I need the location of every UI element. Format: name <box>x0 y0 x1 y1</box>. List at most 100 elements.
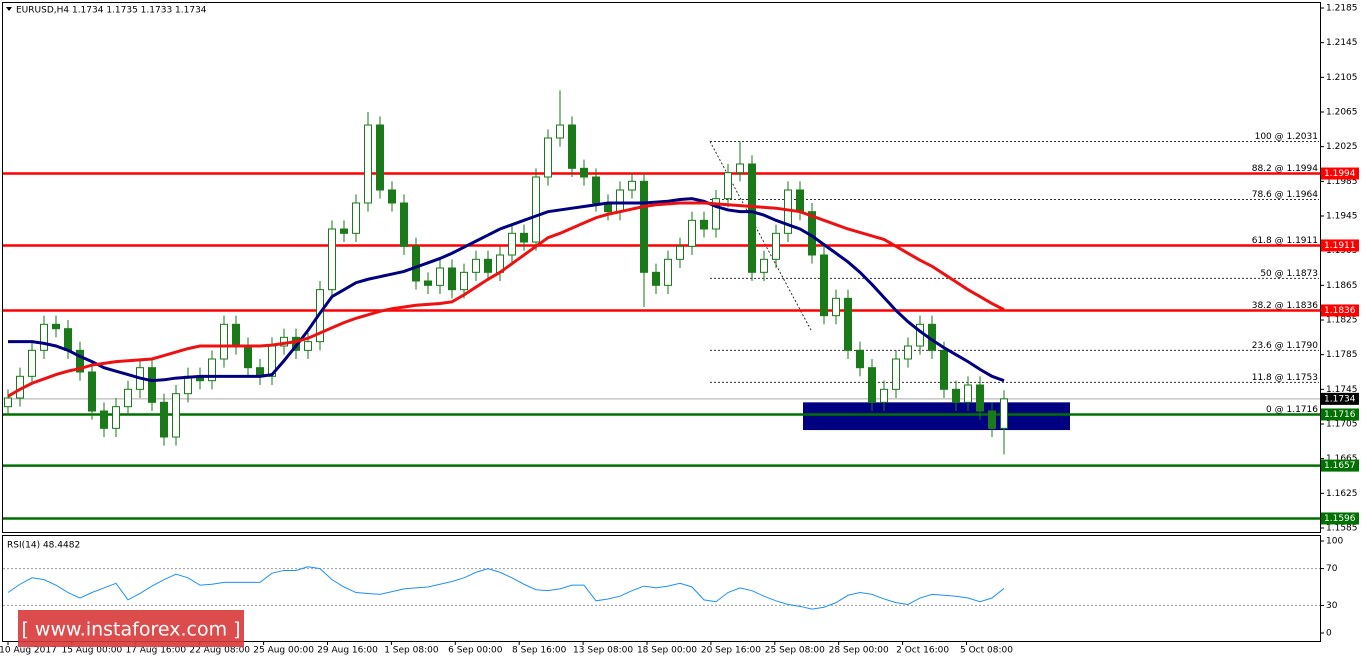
candle-body <box>640 180 648 273</box>
candle-body <box>172 393 180 438</box>
x-tick-label: 28 Sep 00:00 <box>829 646 889 656</box>
candle-body <box>988 410 996 429</box>
candle-body <box>688 219 696 247</box>
candle-body <box>148 367 156 403</box>
candle-body <box>856 349 864 369</box>
y-tick-label: 1.1705 <box>1326 420 1358 430</box>
candle-body <box>736 163 744 174</box>
y-tick-label: 1.1945 <box>1326 212 1358 222</box>
candle-body <box>820 254 828 317</box>
candle-body <box>400 202 408 247</box>
x-tick-label: 6 Sep 00:00 <box>448 646 503 656</box>
price-tag-label: 1.1911 <box>1324 241 1356 251</box>
price-tag-label: 1.1734 <box>1324 394 1356 404</box>
candle-body <box>340 228 348 234</box>
rsi-line <box>7 566 1005 610</box>
price-tag <box>1321 392 1359 405</box>
price-tag <box>1321 167 1359 180</box>
candle-body <box>160 401 168 438</box>
moving-average <box>8 197 1005 383</box>
x-tick-label: 25 Sep 08:00 <box>765 646 825 656</box>
candle-body <box>880 388 888 403</box>
candle-body <box>328 228 336 291</box>
candle-body <box>952 388 960 403</box>
price-tag <box>1321 408 1359 421</box>
candle-body <box>664 258 672 286</box>
candle-body <box>1000 398 1008 429</box>
candle-body <box>772 232 780 260</box>
candle-body <box>352 202 360 234</box>
candle-body <box>544 137 552 178</box>
price-tag-label: 1.1836 <box>1324 306 1356 316</box>
x-tick-label: 1 Sep 08:00 <box>384 646 439 656</box>
candle-body <box>724 172 732 200</box>
x-tick-label: 25 Aug 00:00 <box>253 646 314 656</box>
rsi-tick-label: 70 <box>1326 564 1338 574</box>
candle-body <box>580 167 588 178</box>
candle-body <box>484 258 492 273</box>
candle-body <box>832 297 840 317</box>
candle-body <box>112 406 120 429</box>
y-tick-label: 1.2185 <box>1326 4 1358 14</box>
candle-body <box>760 258 768 273</box>
fib-label: 78.6 @ 1.1964 <box>1252 190 1319 200</box>
x-tick-label: 15 Aug 00:00 <box>62 646 123 656</box>
candle-body <box>748 163 756 273</box>
y-tick-label: 1.2105 <box>1326 73 1358 83</box>
rsi-tick-label: 0 <box>1326 629 1332 639</box>
candle-body <box>892 358 900 390</box>
candle-body <box>628 180 636 191</box>
candle-body <box>76 349 84 373</box>
x-tick-label: 5 Oct 08:00 <box>960 646 1013 656</box>
main-panel <box>2 2 1321 533</box>
price-tag <box>1321 304 1359 317</box>
fib-label: 0 @ 1.1716 <box>1266 405 1318 415</box>
candle-body <box>796 189 804 213</box>
candle-body <box>244 345 252 369</box>
candle-body <box>220 323 228 360</box>
price-tag-label: 1.1716 <box>1324 410 1356 420</box>
price-tag-label: 1.1994 <box>1324 169 1356 179</box>
candle-body <box>460 271 468 291</box>
candle-body <box>568 124 576 169</box>
x-tick-label: 8 Sep 16:00 <box>512 646 567 656</box>
candle-body <box>184 375 192 395</box>
x-tick-label: 29 Aug 16:00 <box>317 646 378 656</box>
candle-body <box>940 349 948 390</box>
price-tag <box>1321 239 1359 252</box>
x-tick-label: 17 Aug 16:00 <box>125 646 186 656</box>
fib-label: 23.6 @ 1.1790 <box>1252 341 1319 351</box>
fib-label: 11.8 @ 1.1753 <box>1252 373 1318 383</box>
price-tag <box>1321 512 1359 525</box>
candle-body <box>472 258 480 273</box>
candle-body <box>64 328 72 351</box>
y-tick-label: 1.2025 <box>1326 142 1358 152</box>
candle-body <box>376 124 384 191</box>
y-tick-label: 1.1665 <box>1326 454 1358 464</box>
x-tick-label: 18 Sep 00:00 <box>637 646 697 656</box>
header: EURUSD,H4 1.1734 1.1735 1.1733 1.1734 <box>16 6 207 16</box>
moving-average <box>7 201 1005 398</box>
candle-body <box>124 388 132 408</box>
zone <box>803 402 1070 431</box>
y-tick-label: 1.1825 <box>1326 316 1358 326</box>
candle-body <box>676 245 684 260</box>
candle-body <box>88 371 96 412</box>
candle-body <box>904 345 912 360</box>
candle-body <box>448 267 456 291</box>
rsi-panel <box>2 535 1321 642</box>
candle-body <box>652 271 660 286</box>
y-tick-label: 1.1625 <box>1326 489 1358 499</box>
x-tick-label: 2 Oct 16:00 <box>896 646 949 656</box>
candle-body <box>424 280 432 286</box>
candle-body <box>868 367 876 403</box>
candle-body <box>556 124 564 139</box>
candle-body <box>592 176 600 204</box>
fib-label: 61.8 @ 1.1911 <box>1252 236 1318 246</box>
candle-body <box>208 358 216 382</box>
fib-label: 50 @ 1.1873 <box>1260 269 1318 279</box>
rsi-label: RSI(14) 48.4482 <box>7 541 80 551</box>
y-tick-label: 1.1865 <box>1326 281 1358 291</box>
